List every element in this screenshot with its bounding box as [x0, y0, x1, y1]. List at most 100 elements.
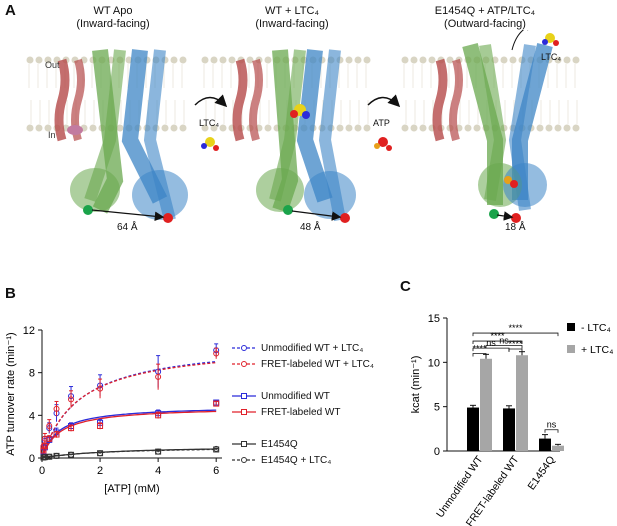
- fit-curve: [41, 448, 217, 459]
- distance-state2: 48 Å: [300, 222, 321, 233]
- legend-entry: Unmodified WT + LTC₄: [232, 340, 422, 356]
- data-point: [53, 405, 60, 412]
- sig-bracket: [485, 345, 523, 349]
- sig-label: ns: [499, 335, 509, 345]
- y-tick-label: 12: [23, 325, 35, 337]
- data-point: [213, 400, 220, 407]
- protein-state2: [232, 49, 356, 223]
- legend-label: - LTC₄: [581, 322, 611, 334]
- x-tick-label: 6: [213, 465, 219, 477]
- data-point: [155, 373, 162, 380]
- data-point: [68, 451, 75, 458]
- sig-label: ns: [547, 420, 557, 430]
- sig-bracket: [544, 429, 559, 433]
- legend-swatch: [567, 345, 575, 353]
- y-tick-label: 0: [29, 453, 35, 465]
- legend-marker: [241, 345, 247, 351]
- data-point: [68, 396, 75, 403]
- data-point: [46, 423, 53, 429]
- y-axis-label: kcat (min⁻¹): [410, 356, 422, 414]
- legend-label: + LTC₄: [581, 344, 613, 356]
- sig-bracket: [472, 332, 559, 337]
- y-tick-label: 15: [428, 313, 440, 325]
- data-point: [213, 445, 220, 452]
- sig-label: ****: [490, 331, 505, 341]
- sig-bracket: [472, 353, 487, 357]
- y-axis-label: ATP turnover rate (min⁻¹): [5, 332, 17, 455]
- donor-dot-3: [489, 209, 499, 219]
- legend-marker: [241, 441, 247, 447]
- x-tick-label: 2: [97, 465, 103, 477]
- acceptor-dot-1: [163, 213, 173, 223]
- legend-marker: [241, 361, 247, 367]
- legend-swatch: [232, 409, 256, 415]
- data-point: [97, 385, 104, 392]
- bar: [552, 445, 564, 451]
- bar: [516, 355, 528, 451]
- bar: [503, 408, 515, 451]
- acceptor-dot-2: [340, 213, 350, 223]
- legend-swatch: [232, 457, 256, 463]
- data-point: [68, 425, 75, 432]
- data-point: [41, 443, 48, 450]
- protein-state3: [432, 30, 559, 223]
- legend-entry: Unmodified WT: [232, 388, 422, 404]
- state2-subtitle: (Inward-facing): [255, 18, 329, 30]
- donor-dot-2: [283, 205, 293, 215]
- state3-title: E1454Q + ATP/LTC₄ (Outward-facing): [420, 5, 550, 31]
- legend-swatch: [232, 345, 256, 351]
- y-tick-label: 10: [428, 357, 440, 369]
- data-point: [97, 450, 104, 457]
- legend-entry: E1454Q + LTC₄: [232, 452, 422, 468]
- y-tick-label: 5: [434, 402, 440, 414]
- sig-label: ****: [472, 343, 487, 353]
- data-point: [40, 447, 47, 454]
- legend-swatch: [232, 361, 256, 367]
- data-point: [46, 453, 53, 460]
- y-tick-label: 8: [29, 368, 35, 380]
- x-axis-label: [ATP] (mM): [104, 483, 159, 495]
- legend-entry: E1454Q: [232, 436, 422, 452]
- distance-state3: 18 Å: [505, 222, 526, 233]
- structure-schematic: [26, 30, 580, 223]
- y-tick-label: 4: [29, 410, 35, 422]
- legend-swatch: [232, 393, 256, 399]
- state2-title: WT + LTC₄ (Inward-facing): [242, 5, 342, 31]
- sig-label: ****: [508, 339, 523, 349]
- legend-entry: FRET-labeled WT: [232, 404, 422, 420]
- data-point: [155, 412, 162, 419]
- category-label: E1454Q: [526, 454, 558, 492]
- sig-bracket: [472, 340, 523, 345]
- fit-curve: [41, 362, 217, 459]
- sig-label: ns: [486, 338, 496, 348]
- panel-a-letter: A: [5, 2, 16, 19]
- state1-subtitle: (Inward-facing): [76, 18, 150, 30]
- data-point: [46, 435, 53, 442]
- turnover-chart: 0 4 8 12 0 2 4 6 [ATP] (mM) ATP turnover rate (mi…: [5, 325, 222, 495]
- legend-marker: [241, 393, 247, 399]
- data-point: [97, 423, 104, 429]
- protein-state1: [54, 49, 188, 223]
- y-tick-label: 0: [434, 446, 440, 458]
- legend-entry: FRET-labeled WT + LTC₄: [232, 356, 422, 372]
- data-point: [41, 435, 48, 442]
- legend-label: E1454Q: [261, 438, 298, 450]
- panel-c-letter: C: [400, 278, 411, 295]
- legend-label: Unmodified WT: [261, 390, 330, 402]
- sig-label: ****: [508, 323, 523, 333]
- atp-arrow-label: ATP: [373, 118, 390, 128]
- legend-swatch: [232, 441, 256, 447]
- ltc4-arrow-label: LTC₄: [199, 118, 220, 128]
- turnover-legend: Unmodified WT + LTC₄ FRET-labeled WT + LT…: [232, 340, 422, 468]
- legend-label: Unmodified WT + LTC₄: [261, 342, 364, 354]
- panel-b-letter: B: [5, 285, 16, 302]
- donor-dot-1: [83, 205, 93, 215]
- membrane-in-label: In: [48, 130, 56, 140]
- bar: [467, 407, 479, 451]
- legend-label: FRET-labeled WT: [261, 406, 341, 418]
- state1-title: WT Apo (Inward-facing): [63, 5, 163, 31]
- released-ltc4-label: LTC₄: [541, 52, 562, 62]
- arrow-atp: [367, 94, 401, 151]
- legend-marker: [241, 457, 247, 463]
